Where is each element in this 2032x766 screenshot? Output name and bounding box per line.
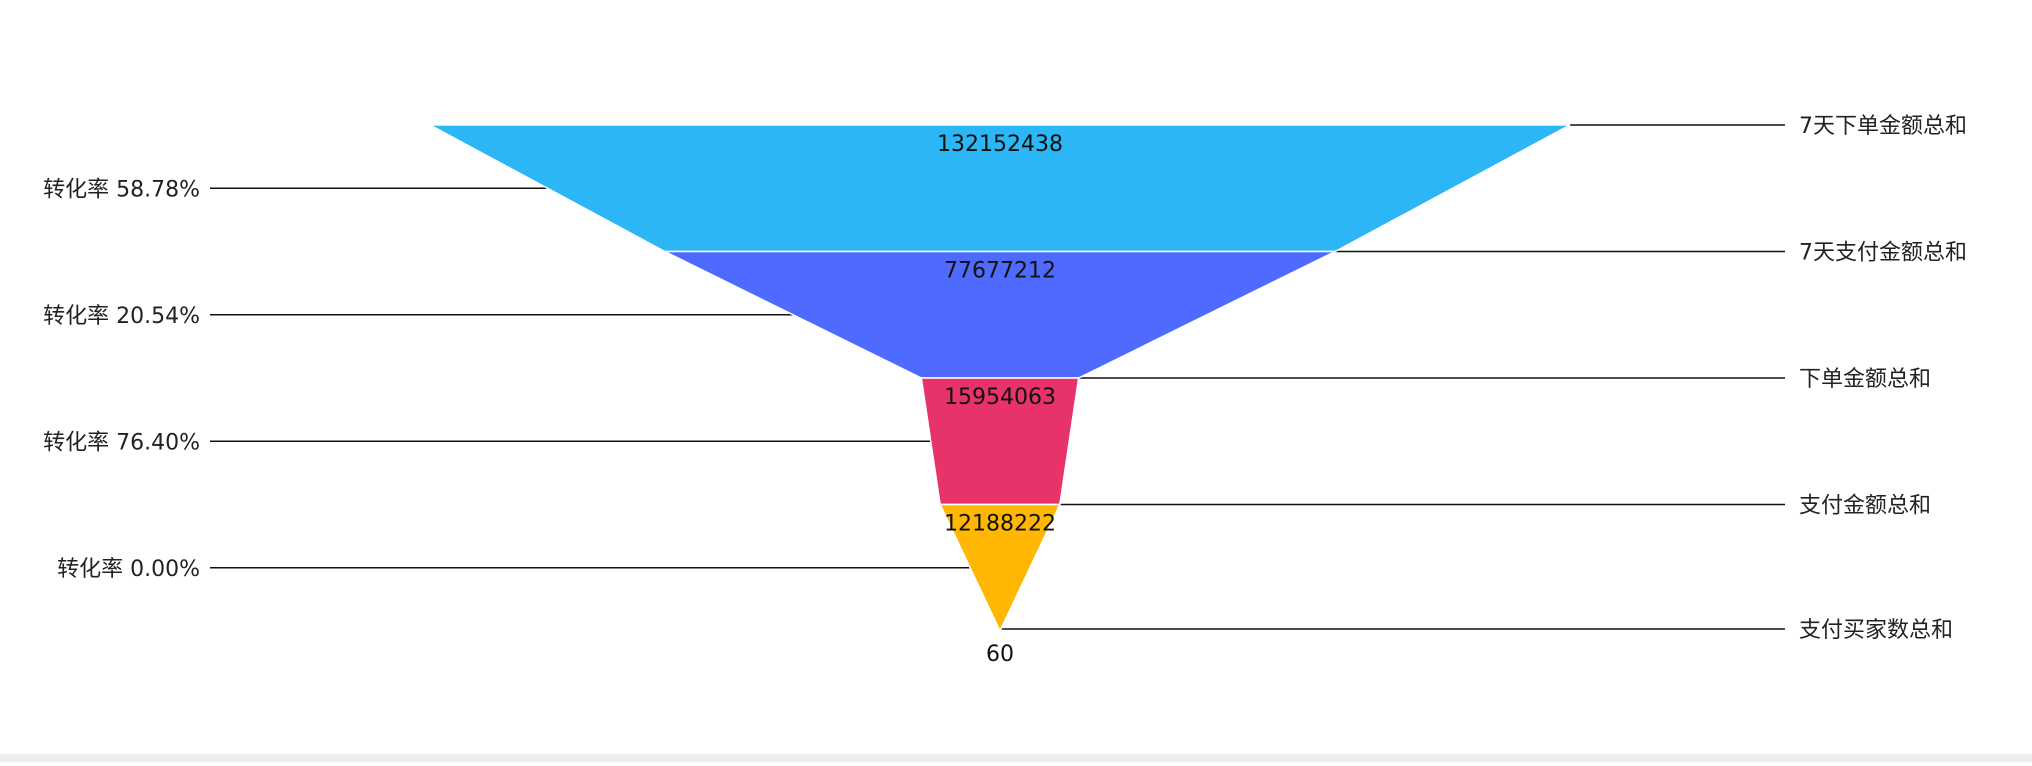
value-label-1: 132152438 [937, 132, 1063, 157]
value-label-2: 77677212 [944, 259, 1056, 284]
bottom-scroll-strip [0, 754, 2032, 762]
funnel-segment-4[interactable] [938, 503, 1062, 633]
conversion-label-3: 转化率 76.40% [43, 430, 200, 455]
stage-label-1: 7天下单金额总和 [1799, 114, 1967, 139]
value-labels: 132152438 77677212 15954063 12188222 60 [937, 132, 1063, 667]
conversion-labels: 转化率 58.78% 转化率 20.54% 转化率 76.40% 转化率 0.00% [43, 177, 200, 582]
conversion-label-2: 转化率 20.54% [43, 304, 200, 329]
stage-label-3: 下单金额总和 [1799, 367, 1931, 392]
funnel-segments [429, 124, 1571, 633]
value-label-4: 12188222 [944, 512, 1056, 537]
stage-label-5: 支付买家数总和 [1799, 618, 1953, 643]
stage-label-4: 支付金额总和 [1799, 494, 1931, 519]
stage-label-2: 7天支付金额总和 [1799, 241, 1967, 266]
value-label-3: 15954063 [944, 385, 1056, 410]
value-label-5: 60 [986, 642, 1014, 667]
leader-lines [210, 124, 1785, 630]
conversion-label-1: 转化率 58.78% [43, 177, 200, 202]
conversion-label-4: 转化率 0.00% [57, 557, 200, 582]
